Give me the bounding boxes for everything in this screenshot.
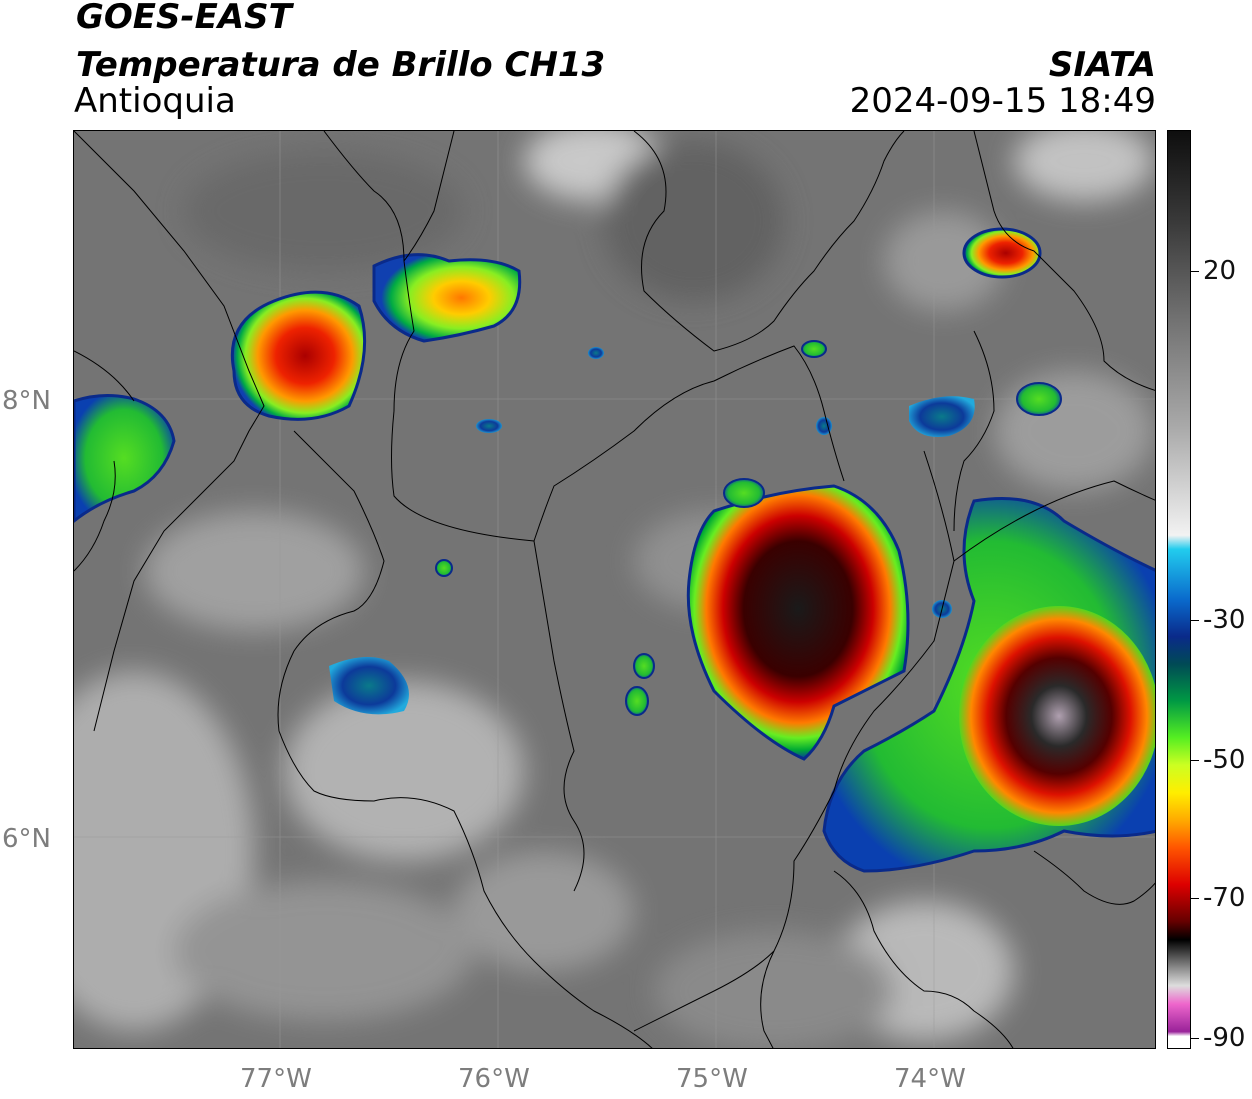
- satellite-title: GOES-EAST: [76, 0, 292, 37]
- lat-label-8n: 8°N: [2, 386, 51, 416]
- lon-label-75w: 75°W: [676, 1064, 748, 1094]
- product-title: Temperatura de Brillo CH13: [76, 45, 606, 85]
- colorbar-label-minus50: -50: [1203, 745, 1246, 775]
- colorbar-label-minus30: -30: [1203, 605, 1246, 635]
- lon-label-76w: 76°W: [458, 1064, 530, 1094]
- colorbar-tick: [1191, 760, 1199, 761]
- colorbar-label-20: 20: [1203, 256, 1237, 286]
- convective-cells: [74, 227, 1155, 873]
- colorbar-gradient: [1168, 131, 1190, 1048]
- lat-label-6n: 6°N: [2, 824, 51, 854]
- timestamp-label: 2024-09-15 18:49: [849, 81, 1156, 121]
- colorbar-tick: [1191, 271, 1199, 272]
- colorbar-tick: [1191, 620, 1199, 621]
- organization-label: SIATA: [1048, 45, 1156, 85]
- colorbar-tick: [1191, 1038, 1199, 1039]
- lon-label-77w: 77°W: [240, 1064, 312, 1094]
- colorbar-label-minus70: -70: [1203, 883, 1246, 913]
- colorbar-label-minus90: -90: [1203, 1023, 1246, 1053]
- colorbar-tick: [1191, 898, 1199, 899]
- region-label: Antioquia: [74, 81, 236, 121]
- map-canvas: [74, 131, 1155, 1048]
- lon-label-74w: 74°W: [894, 1064, 966, 1094]
- political-borders: [74, 131, 1155, 1048]
- satellite-map[interactable]: [73, 130, 1156, 1049]
- colorbar: [1167, 130, 1191, 1049]
